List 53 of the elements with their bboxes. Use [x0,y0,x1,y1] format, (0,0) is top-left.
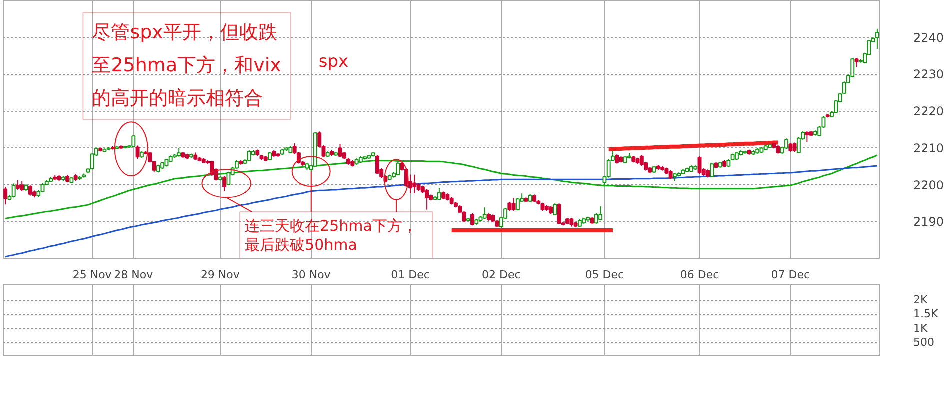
y-tick-label: 1.5K [914,308,939,321]
y-tick-label: 2230 [914,68,944,82]
candlestick [710,162,714,178]
candlestick [338,144,342,158]
x-tick-label: 05 Dec [585,268,624,282]
candlestick [594,213,598,224]
candlestick [12,183,16,198]
x-tick-label: 02 Dec [482,268,521,282]
x-tick-label: 30 Nov [292,268,332,282]
candlestick [16,180,20,190]
candlestick [615,154,620,164]
annotation: spx [318,52,349,72]
y-tick-label: 2210 [914,141,944,156]
x-tick-label: 06 Dec [680,268,720,282]
candlestick [698,156,702,175]
line-series [4,165,878,258]
candlestick [470,213,474,226]
x-tick-label: 28 Nov [114,268,154,282]
annotation: 连三天收在25hma下方，最后跌破50hma [245,217,418,254]
y-tick-label: 1K [914,322,928,335]
y-tick-label: 2220 [914,104,944,119]
candlestick [425,188,430,210]
candlestick [28,184,32,196]
candlestick [222,176,227,192]
candlestick [136,145,140,160]
x-tick-label: 25 Nov [72,268,112,282]
candlestick [516,198,520,212]
candlestick [4,186,8,206]
candlestick [805,130,810,143]
line-series [606,140,780,152]
candlestick [512,198,516,212]
candlestick [437,188,442,201]
candlestick [226,171,231,186]
y-tick-label: 2K [914,294,928,307]
annotation: 尽管spx平开，但收跌至25hma下方，和vix的高开的暗示相符合 [92,22,282,110]
line-series [4,154,878,220]
x-tick-label: 01 Dec [391,268,430,282]
candlestick [854,57,859,68]
x-tick-label: 07 Dec [771,268,810,282]
candlestick [557,203,562,226]
candlestick [20,180,24,192]
candlestick [412,174,417,194]
candlestick [210,160,214,176]
x-tick-label: 29 Nov [200,268,240,282]
candlestick [598,206,603,222]
candlestick [375,154,380,175]
y-tick-label: 2200 [914,178,944,192]
y-tick-label: 500 [914,336,934,349]
y-tick-label: 2190 [914,215,944,230]
candlestick [396,162,400,176]
candlestick [792,142,797,152]
y-tick-label: 2240 [914,30,944,45]
candlestick [553,203,558,216]
